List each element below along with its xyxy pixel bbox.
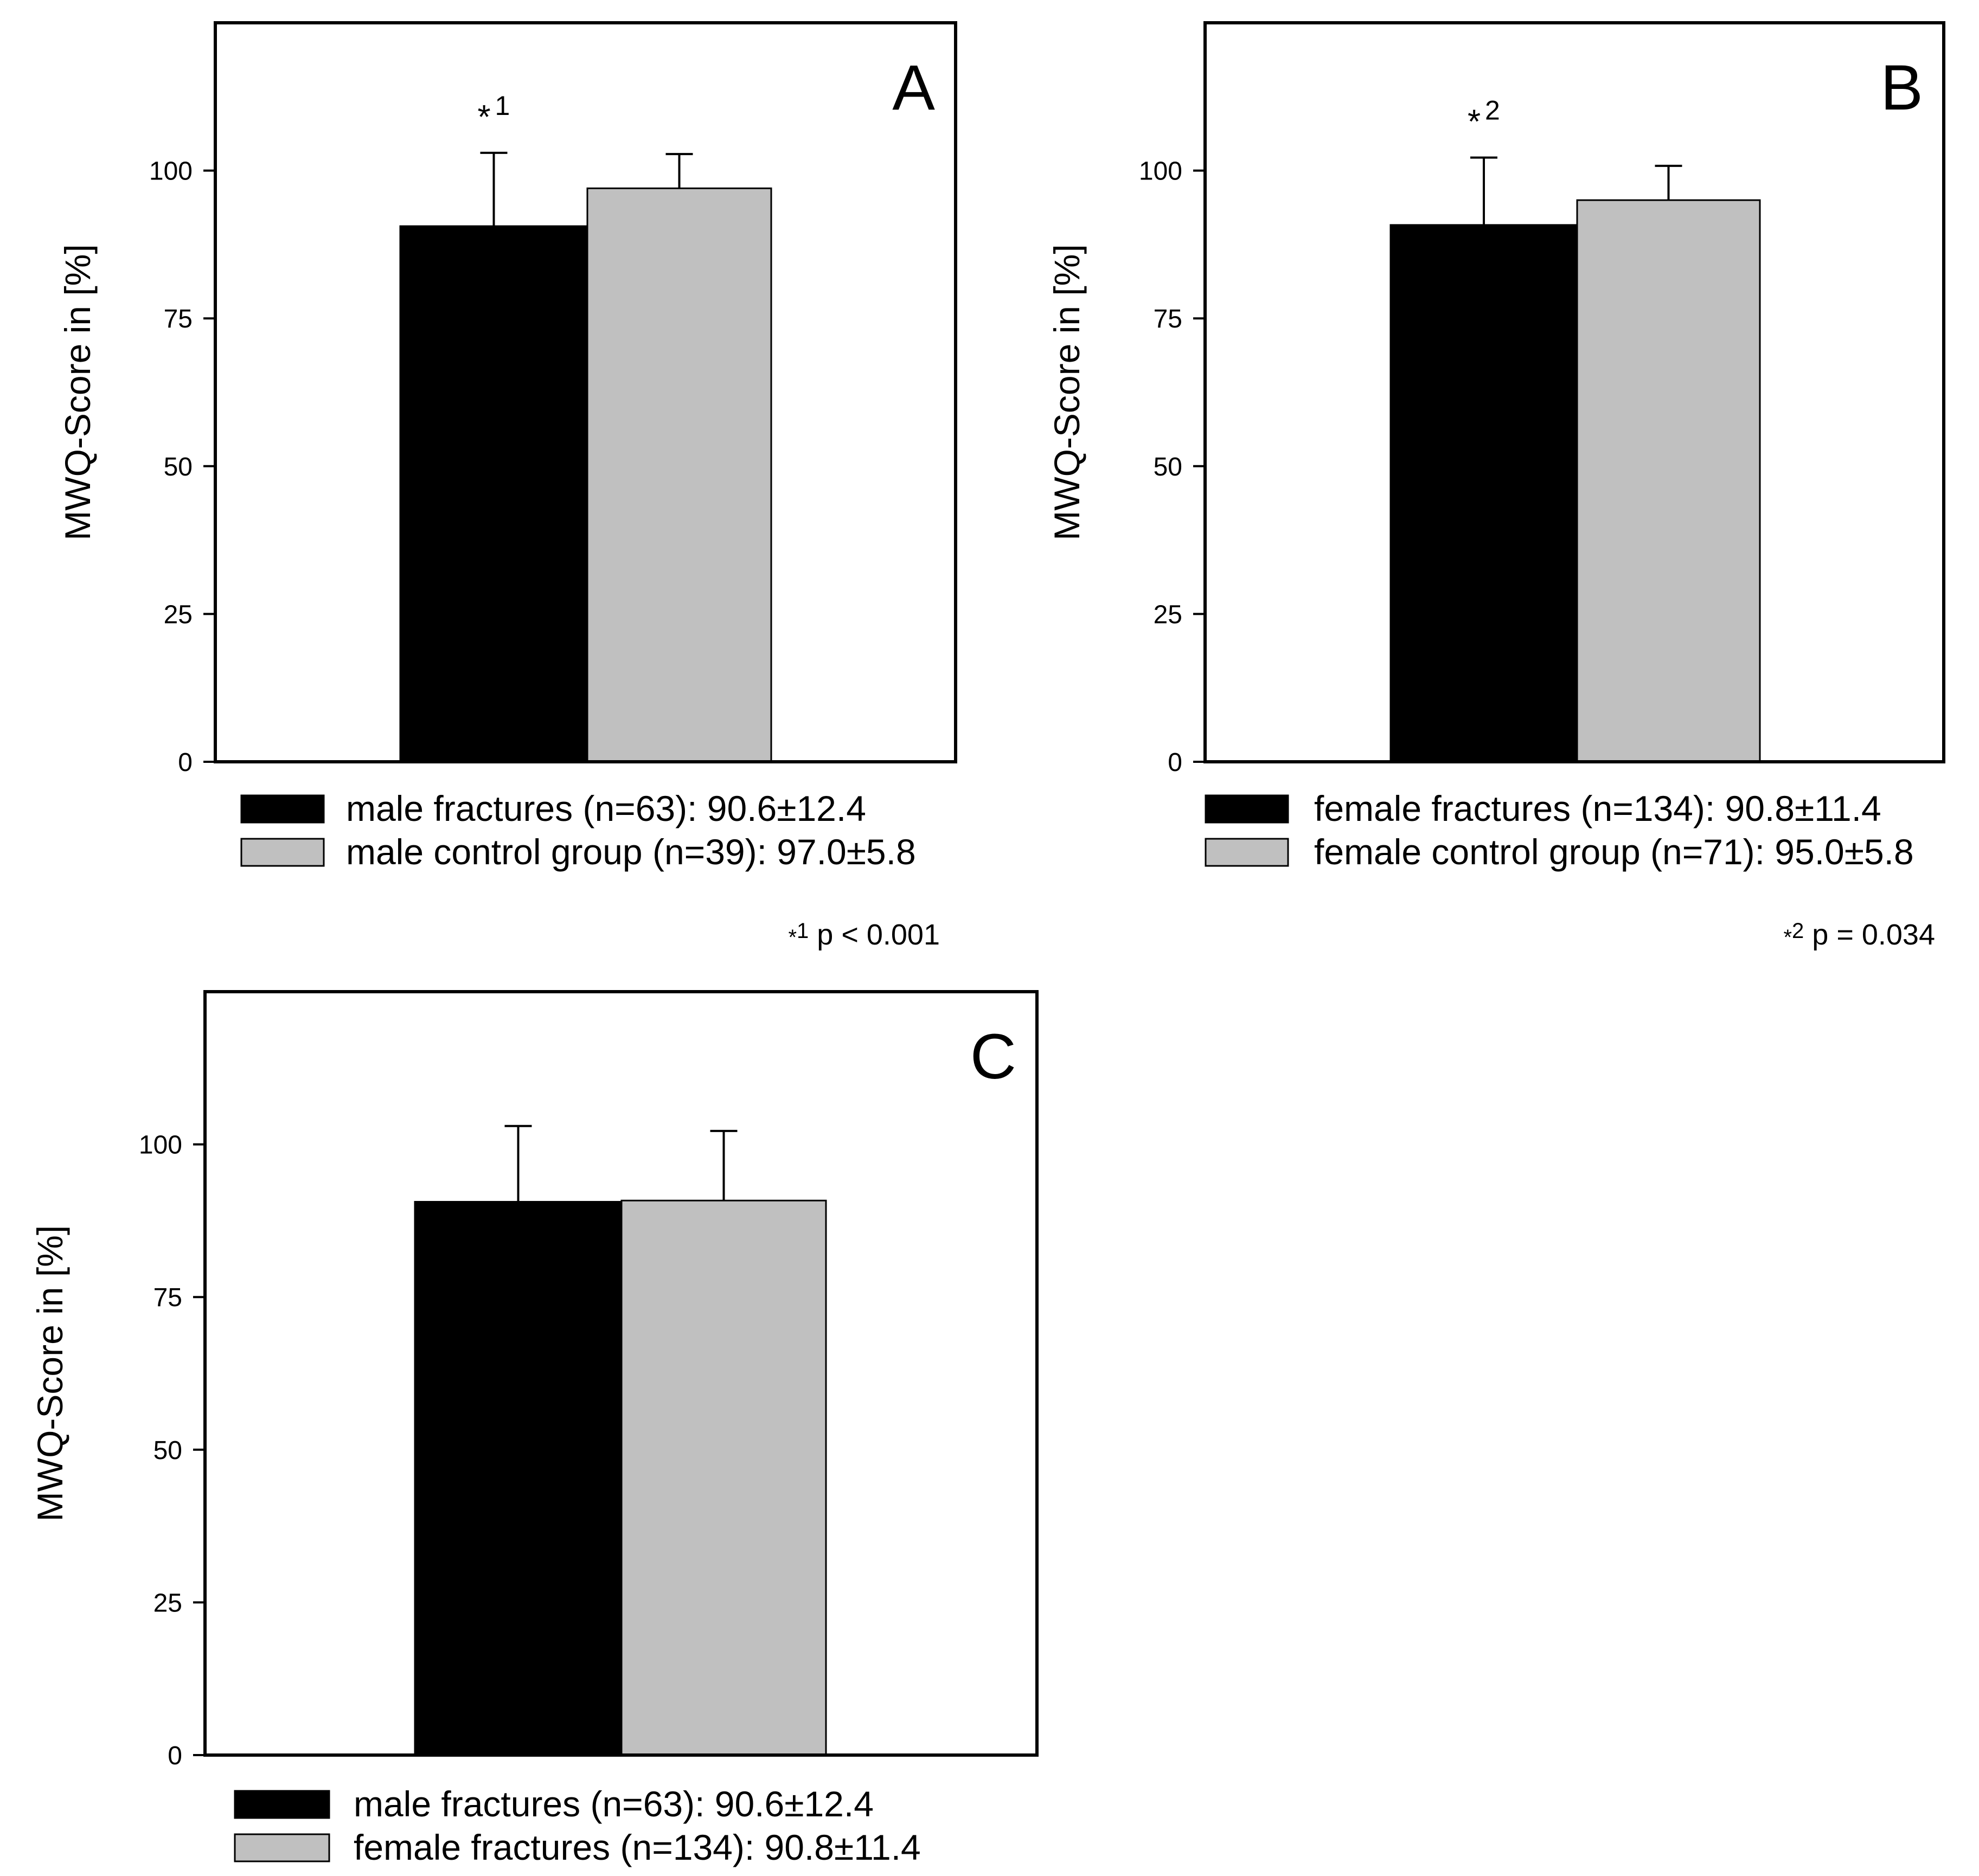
panel-a-ytick-label-75: 75 [164,305,193,333]
panel-c-bar-2 [620,1199,827,1756]
panel-b-ytick-label-100: 100 [1139,157,1182,186]
panel-c-bar-1 [414,1200,623,1756]
panel-b-footnote-text: p = 0.034 [1804,918,1935,951]
panel-a-significance-sup: 1 [495,91,510,121]
panel-b-legend-label-2: female control group (n=71): 95.0±5.8 [1314,832,1914,872]
panel-a-footnote: *1 p < 0.001 [788,918,940,951]
panel-c-legend-swatch-2 [234,1833,330,1862]
panel-a-plot-frame [214,21,957,763]
panel-c-panel-letter: C [970,1021,1016,1093]
panel-a-ytick-label-0: 0 [178,748,193,777]
panel-c-legend-label-2: female fractures (n=134): 90.8±11.4 [354,1827,921,1867]
panel-b-ytick-label-75: 75 [1154,305,1182,333]
panel-a-ytick-label-50: 50 [164,453,193,481]
panel-a-footnote-star: * [788,926,797,949]
panel-c-ytick-label-0: 0 [168,1742,182,1770]
panel-b-significance-sup: 2 [1485,95,1500,126]
panel-b-bar-2 [1576,199,1761,763]
panel-c-ytick-label-75: 75 [153,1283,182,1312]
panel-a-legend-label-1: male fractures (n=63): 90.6±12.4 [346,788,866,828]
panel-a-bar-2 [586,187,772,763]
panel-b-ytick-label-0: 0 [1168,748,1182,777]
panel-b-ylabel: MWQ-Score in [%] [1047,244,1087,540]
panel-a-significance-star: * [478,99,491,136]
panel-a-legend-swatch-2 [240,838,325,867]
panel-b-legend-swatch-1 [1205,794,1289,824]
panel-b-ytick-label-50: 50 [1154,453,1182,481]
panel-b-legend-label-1: female fractures (n=134): 90.8±11.4 [1314,788,1881,828]
panel-a-panel-letter: A [892,52,935,124]
panel-b-plot-frame [1203,21,1945,763]
panel-b-footnote-star: * [1783,926,1792,949]
panel-a-bar-1 [399,225,588,763]
panel-b-ytick-label-25: 25 [1154,600,1182,629]
panel-a-ytick-label-25: 25 [164,600,193,629]
panel-a-footnote-sup: 1 [797,919,809,943]
panel-a-legend-swatch-1 [240,794,325,824]
panel-b-panel-letter: B [1880,52,1923,124]
panel-a-footnote-text: p < 0.001 [809,918,940,951]
panel-c-ytick-label-50: 50 [153,1436,182,1465]
panel-c-ytick-label-25: 25 [153,1589,182,1617]
panel-b-legend-swatch-2 [1205,838,1289,867]
panel-a-legend-label-2: male control group (n=39): 97.0±5.8 [346,832,916,872]
panel-c-plot-frame [203,990,1039,1757]
panel-c-legend-label-1: male fractures (n=63): 90.6±12.4 [354,1784,874,1824]
panel-b-footnote-sup: 2 [1792,919,1804,943]
panel-b-significance-star: * [1468,104,1481,141]
panel-a-ylabel: MWQ-Score in [%] [57,244,98,540]
panel-c-ytick-label-100: 100 [139,1131,182,1160]
panel-a-ytick-label-100: 100 [149,157,193,186]
panel-b-bar-1 [1389,224,1578,763]
panel-b-footnote: *2 p = 0.034 [1783,918,1935,951]
panel-c-legend-swatch-1 [234,1790,330,1819]
panel-c-ylabel: MWQ-Score in [%] [30,1225,70,1521]
